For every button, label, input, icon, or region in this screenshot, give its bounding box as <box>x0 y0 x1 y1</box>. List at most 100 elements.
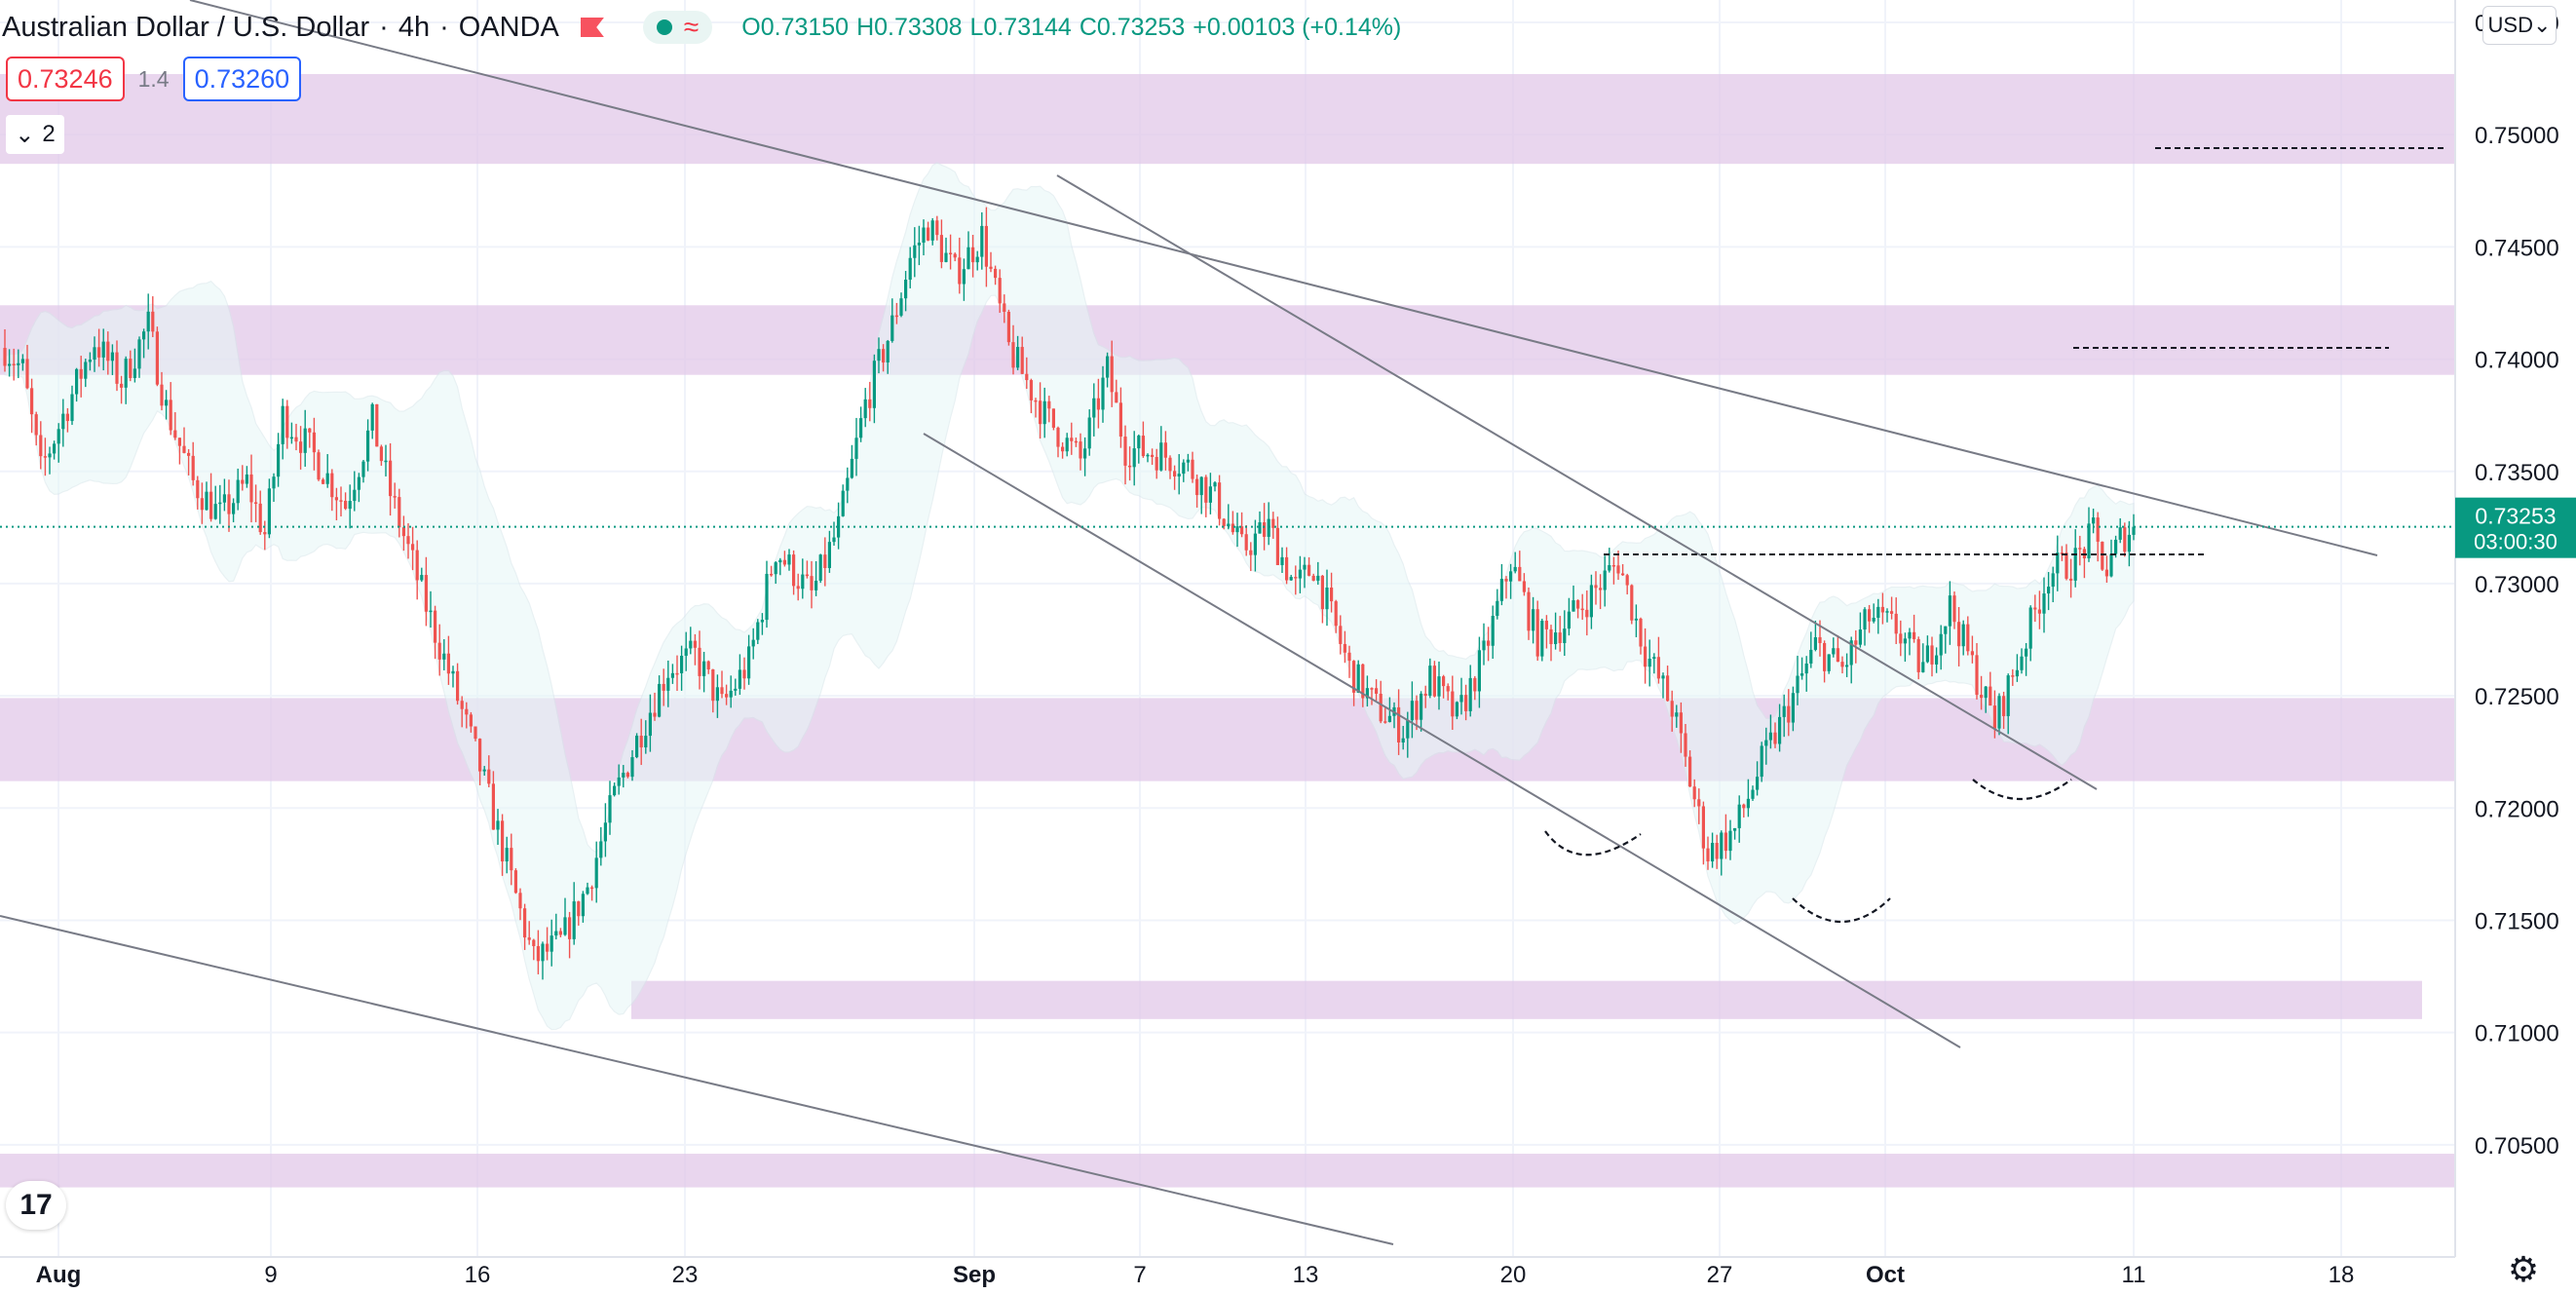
candle-body <box>205 491 208 511</box>
candle-body <box>501 820 505 862</box>
candle-body <box>1204 476 1208 503</box>
candle-body <box>1365 688 1369 699</box>
candle-body <box>1921 662 1925 672</box>
candle-body <box>715 687 719 702</box>
candle-body <box>218 502 222 505</box>
candle-body <box>1420 693 1423 720</box>
candle-body <box>953 253 957 258</box>
candle-body <box>818 554 822 581</box>
candle-body <box>2132 526 2136 535</box>
candle-body <box>644 736 648 748</box>
candle-body <box>625 773 629 778</box>
candle-body <box>303 428 307 453</box>
candle-body <box>1585 609 1589 618</box>
candle-body <box>200 498 204 511</box>
price-axis: 0.70500 0.71000 0.71500 0.72000 0.72500 0.730… <box>2454 0 2576 1294</box>
candle-body <box>317 452 321 480</box>
candle-body <box>491 783 495 830</box>
interval-label[interactable]: 4h <box>398 11 431 43</box>
candle-body <box>1644 646 1648 667</box>
candle-body <box>670 672 674 678</box>
candle-body <box>1625 575 1629 586</box>
candle-body <box>1029 380 1033 400</box>
ohlc-close-label: C <box>1079 13 1097 41</box>
candle-body <box>1173 471 1177 477</box>
flag-icon[interactable] <box>580 18 604 37</box>
candle-body <box>2047 587 2051 594</box>
candle-body <box>872 361 876 408</box>
candle-body <box>966 247 970 270</box>
candle-body <box>1123 437 1127 466</box>
candle-body <box>267 488 271 535</box>
candle-body <box>994 268 998 279</box>
indicators-count: 2 <box>42 121 56 147</box>
candle-body <box>308 428 312 433</box>
indicators-toggle[interactable]: ⌄ 2 <box>6 115 64 154</box>
candle-body <box>1939 633 1943 656</box>
candle-body <box>312 432 316 453</box>
candle-body <box>236 479 240 504</box>
candle-body <box>1401 738 1405 742</box>
candle-body <box>814 580 818 590</box>
candle-body <box>1352 661 1356 693</box>
candle-body <box>478 739 482 772</box>
candle-body <box>1459 695 1463 703</box>
candle-body <box>1621 573 1625 576</box>
candle-body <box>877 349 881 362</box>
currency-button[interactable]: USD ⌄ <box>2482 6 2557 45</box>
candle-body <box>424 575 428 612</box>
candle-body <box>277 443 281 477</box>
candle-body <box>1079 441 1082 459</box>
time-tick-label: 23 <box>672 1262 699 1288</box>
candle-body <box>720 687 724 695</box>
last-price-value: 0.73253 <box>2475 504 2556 529</box>
price-tick-label: 0.75000 <box>2475 123 2559 149</box>
candle-body <box>689 640 693 649</box>
candle-body <box>1966 624 1970 652</box>
candle-body <box>998 278 1002 304</box>
trendline-descending <box>1056 174 2098 790</box>
time-tick-label: 13 <box>1293 1262 1319 1288</box>
gear-icon[interactable]: ⚙ <box>2507 1249 2540 1289</box>
candle-body <box>1307 564 1311 576</box>
tradingview-logo-icon[interactable]: 17 <box>6 1181 66 1230</box>
candle-body <box>1047 400 1051 409</box>
candle-body <box>1235 526 1239 533</box>
indicator-status[interactable]: ≈ <box>642 11 713 44</box>
candle-body <box>1728 830 1732 852</box>
candle-body <box>1070 438 1074 441</box>
candle-body <box>1858 629 1862 645</box>
buy-button[interactable]: 0.73260 <box>182 57 302 101</box>
candle-body <box>1455 702 1458 717</box>
currency-label: USD <box>2487 13 2533 37</box>
candle-body <box>549 935 553 952</box>
ohlc-open: 0.73150 <box>760 13 850 41</box>
candle-body <box>1487 640 1491 646</box>
sell-button[interactable]: 0.73246 <box>6 57 125 101</box>
candle-body <box>971 247 975 263</box>
candle-body <box>1343 643 1346 653</box>
candle-body <box>469 714 473 727</box>
candle-body <box>1397 706 1401 742</box>
candle-body <box>841 490 845 516</box>
candle-body <box>330 473 334 498</box>
candle-body <box>1984 686 1988 699</box>
candlesticks <box>3 207 2136 980</box>
candle-body <box>630 757 634 778</box>
candle-body <box>2114 539 2118 554</box>
candle-body <box>17 362 20 365</box>
candle-body <box>1387 715 1391 723</box>
candle-body <box>1751 789 1755 799</box>
candle-body <box>1025 373 1029 381</box>
symbol-title[interactable]: Australian Dollar / U.S. Dollar <box>2 11 370 43</box>
candle-body <box>1656 657 1660 679</box>
candle-body <box>837 515 841 538</box>
candle-body <box>2118 527 2122 540</box>
candle-body <box>1339 626 1343 644</box>
candle-body <box>1737 804 1741 828</box>
candle-body <box>1535 609 1539 657</box>
candle-body <box>765 573 769 621</box>
candle-body <box>2060 552 2064 554</box>
market-status-dot-icon <box>656 19 672 35</box>
